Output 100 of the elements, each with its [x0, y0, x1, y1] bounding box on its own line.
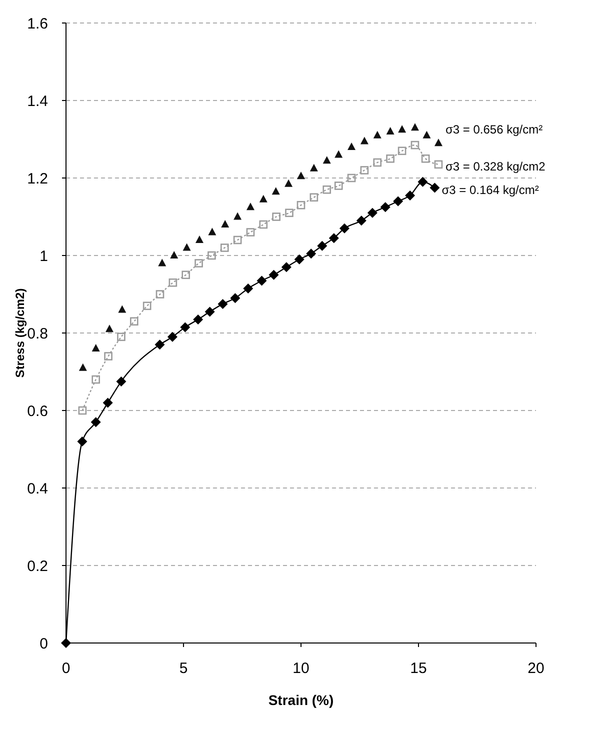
- y-tick-label: 1: [40, 248, 48, 265]
- point: [246, 202, 254, 210]
- y-tick-label: 0.6: [27, 402, 48, 420]
- y-tick-label: 0: [40, 635, 48, 652]
- point: [195, 236, 204, 243]
- point: [373, 158, 382, 167]
- point: [130, 317, 138, 326]
- y-tick-label: 0.4: [27, 480, 48, 498]
- point: [421, 154, 430, 163]
- point: [297, 172, 305, 180]
- point: [92, 375, 100, 384]
- point: [117, 332, 126, 342]
- point: [334, 182, 343, 190]
- point: [434, 138, 442, 146]
- point: [284, 179, 293, 187]
- point: [281, 262, 292, 272]
- y-tick-label: 0.8: [27, 325, 48, 342]
- point: [221, 220, 230, 228]
- point: [168, 278, 178, 287]
- point: [272, 187, 280, 195]
- point: [118, 305, 126, 313]
- point: [246, 228, 255, 236]
- y-tick-label: 1.2: [27, 170, 48, 188]
- point: [230, 293, 240, 304]
- point: [259, 220, 268, 229]
- point: [182, 243, 191, 251]
- point: [105, 324, 114, 332]
- annotation: σ3 = 0.328 kg/cm2: [445, 160, 546, 174]
- point: [430, 182, 440, 193]
- point: [398, 125, 406, 133]
- y-tick-label: 0.2: [27, 558, 48, 575]
- point: [194, 259, 203, 268]
- point: [156, 290, 164, 298]
- point: [78, 363, 87, 371]
- point: [182, 270, 190, 280]
- point: [398, 146, 406, 156]
- point: [220, 244, 229, 252]
- annotation: σ3 = 0.164 kg/cm²: [442, 182, 539, 197]
- x-tick-label: 20: [528, 660, 544, 677]
- point: [434, 160, 443, 169]
- point: [386, 127, 394, 134]
- x-tick-label: 15: [410, 660, 427, 677]
- point: [393, 196, 404, 206]
- x-tick-label: 5: [179, 660, 188, 677]
- point: [170, 251, 178, 258]
- point: [367, 208, 378, 218]
- point: [339, 223, 350, 234]
- point: [348, 142, 356, 150]
- point: [77, 436, 88, 446]
- point: [268, 270, 279, 280]
- point: [204, 306, 215, 317]
- point: [334, 150, 343, 158]
- point: [317, 240, 328, 251]
- point: [322, 156, 331, 164]
- point: [102, 398, 113, 408]
- point: [90, 417, 101, 428]
- point: [410, 140, 420, 150]
- y-tick-label: 1.6: [27, 15, 48, 32]
- point: [256, 276, 267, 286]
- point: [259, 194, 268, 202]
- point: [405, 190, 416, 200]
- point: [233, 236, 242, 244]
- point: [347, 174, 356, 182]
- point: [422, 130, 431, 138]
- point: [234, 212, 242, 220]
- point: [386, 154, 394, 163]
- point: [208, 251, 216, 260]
- point: [208, 228, 216, 236]
- point: [142, 302, 152, 310]
- point: [78, 406, 87, 415]
- point: [92, 344, 100, 352]
- point: [180, 322, 190, 332]
- point: [285, 208, 294, 218]
- y-tick-label: 1.4: [27, 92, 48, 110]
- point: [294, 254, 304, 264]
- point: [154, 340, 165, 350]
- point: [61, 638, 71, 648]
- point: [243, 283, 254, 294]
- point: [360, 136, 368, 144]
- point: [380, 202, 390, 212]
- x-tick-label: 10: [292, 660, 310, 677]
- x-axis-title: Strain (%): [268, 692, 334, 708]
- x-tick-label: 0: [62, 660, 70, 677]
- point: [116, 376, 126, 386]
- point: [272, 212, 280, 221]
- point: [104, 352, 112, 360]
- point: [310, 193, 318, 202]
- point: [360, 166, 369, 174]
- y-axis-title: Stress (kg/cm2): [13, 288, 27, 378]
- point: [158, 258, 166, 266]
- point: [418, 176, 428, 187]
- point: [356, 216, 366, 226]
- point: [310, 164, 318, 172]
- point: [167, 332, 178, 342]
- annotation: σ3 = 0.656 kg/cm²: [445, 122, 543, 136]
- point: [306, 248, 316, 259]
- point: [328, 233, 339, 244]
- point: [322, 185, 331, 194]
- point: [218, 298, 228, 309]
- point: [373, 130, 382, 138]
